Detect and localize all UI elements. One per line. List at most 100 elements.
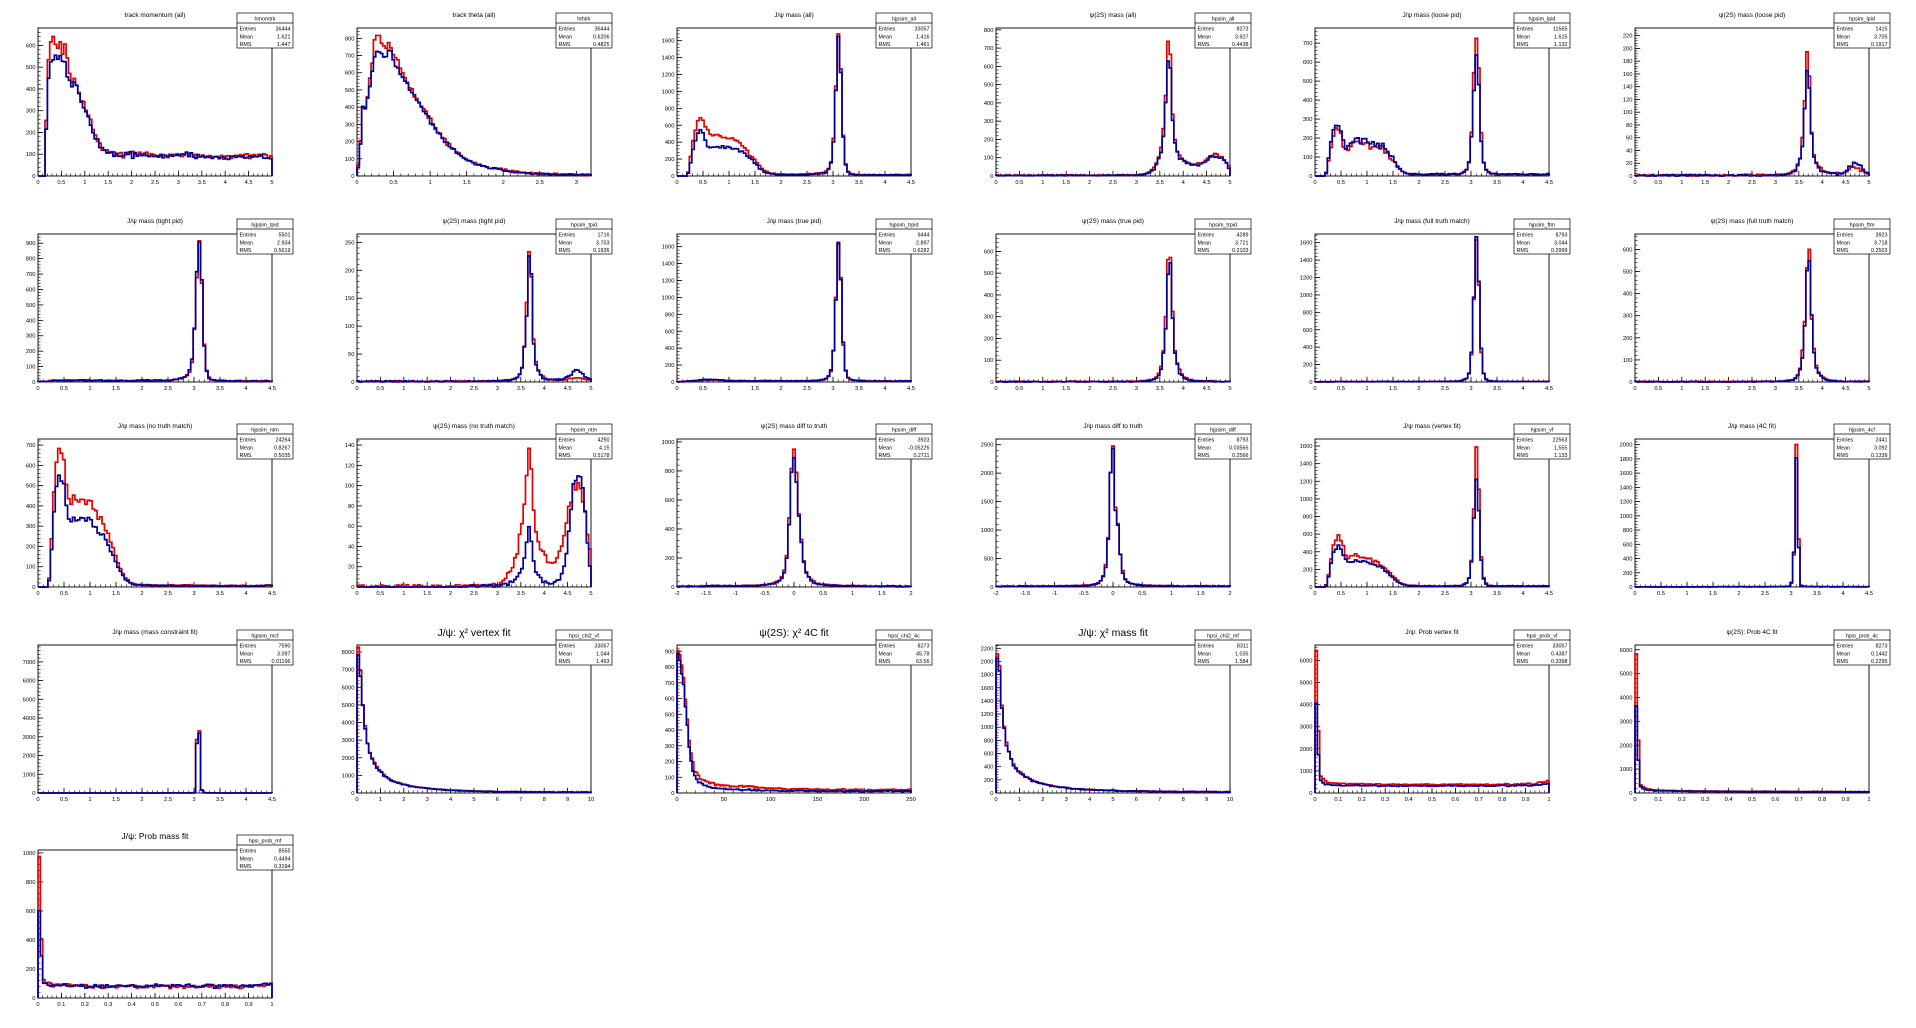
pad-hpsi_prob_vf: J/ψ: Prob vertex fit 0 1000 2000 3000 4000 500… [1277, 617, 1596, 823]
x-tick-label: 0.5 [699, 386, 707, 392]
pad-hjpsim_lpid: J/ψ mass (loose pid) 0 100 200 300 400 500 600 7… [1277, 0, 1596, 206]
x-tick-label: 3 [496, 386, 499, 392]
y-tick-label: 600 [1622, 542, 1632, 548]
y-tick-label: 150 [345, 296, 355, 302]
stats-hist-name: hpsim_trpid [1209, 222, 1237, 228]
y-tick-label: 6000 [1300, 658, 1313, 664]
x-tick-label: 7 [520, 797, 523, 803]
y-tick-label: 200 [26, 349, 36, 355]
histogram-svg-hpsim_all: ψ(2S) mass (all) 0 100 200 300 400 500 600 700 80… [984, 12, 1252, 186]
stats-label: RMS [239, 453, 251, 459]
x-tick-label: 4 [244, 797, 248, 803]
y-tick-label: 600 [1303, 60, 1313, 66]
x-tick-label: 2 [403, 797, 406, 803]
y-tick-label: 1600 [1300, 444, 1313, 450]
y-tick-label: 300 [1303, 117, 1313, 123]
y-tick-label: 600 [984, 249, 994, 255]
stats-box: hpsi_chi2_4c Entries 8273 Mean 45.78 RMS 63.56 [875, 629, 933, 666]
x-tick-label: 4.5 [564, 591, 572, 597]
stats-label: RMS [878, 659, 890, 665]
series-blue [37, 732, 273, 794]
x-tick-label: 1.5 [112, 797, 120, 803]
x-tick-label: 6 [496, 797, 499, 803]
x-tick-label: -2 [993, 591, 998, 597]
stats-hist-name: hpsim_all [1212, 16, 1235, 22]
x-tick-label: 4 [1522, 386, 1526, 392]
stats-value: 45.78 [916, 651, 929, 657]
stats-label: Mean [239, 34, 252, 40]
x-tick-label: 0.7 [1794, 797, 1802, 803]
y-tick-label: 220 [1622, 34, 1632, 40]
stats-value: 0.2999 [1551, 248, 1567, 254]
stats-hist-name: hjpsim_ftm [1529, 222, 1556, 228]
axes: 0 200 400 600 800 1000 1200 1400 1600 0 0.5 1 1.5 2 2.… [661, 235, 915, 392]
axes: 0 200 400 600 800 1000 1200 1400 1600 1800 2000 0 0.… [1619, 438, 1873, 597]
y-tick-label: 1600 [1619, 471, 1632, 477]
y-tick-label: 400 [26, 318, 36, 324]
stats-value: 4289 [1237, 232, 1249, 238]
x-tick-label: 3.5 [517, 386, 525, 392]
stats-box: hjpsim_ftm Entries 8793 Mean 3.044 RMS 0.2999 [1513, 218, 1571, 254]
pad-title: ψ(2S) mass diff to truth [760, 423, 827, 430]
pad-title: J/ψ mass (all) [774, 12, 814, 19]
y-tick-label: 0 [990, 174, 993, 180]
x-tick-label: -0.5 [759, 591, 769, 597]
stats-label: Entries [1836, 232, 1853, 238]
pad-title: J/ψ: Prob vertex fit [1406, 629, 1459, 636]
pad-hjpsim_diff: J/ψ mass diff to truth 0 500 1000 1500 2000 25… [958, 411, 1277, 617]
stats-hist-name: hpsim_ntm [571, 428, 598, 434]
y-tick-label: 800 [26, 256, 36, 262]
series-blue [995, 60, 1231, 177]
x-tick-label: 1 [1366, 591, 1369, 597]
y-tick-label: 400 [984, 101, 994, 107]
stats-box: hjpsim_ntm Entries 24264 Mean 0.8267 RMS 0.503… [236, 423, 294, 460]
stats-value: 0.8267 [274, 445, 290, 451]
stats-value: 1.555 [1554, 445, 1567, 451]
stats-hist-name: hjpsim_ntm [251, 428, 279, 434]
series-red [37, 239, 273, 383]
x-tick-label: 9 [1205, 797, 1208, 803]
axes: 0 100 200 300 400 500 600 700 800 0 0.5 1 1.5 2 2.5 3 3.… [984, 28, 1232, 186]
axes: 0 1000 2000 3000 4000 5000 6000 7000 0 0.5 1 1.5 2 2.… [23, 646, 276, 803]
stats-hist-name: hmomtrk [255, 16, 276, 22]
x-tick-label: 0.5 [390, 180, 398, 186]
stats-value: 1.621 [277, 34, 290, 40]
y-tick-label: 1200 [1300, 479, 1313, 485]
stats-value: 0.6282 [913, 248, 929, 254]
stats-label: Mean [1836, 651, 1849, 657]
y-tick-label: 100 [345, 324, 355, 330]
series-blue [676, 35, 912, 177]
y-tick-label: 1400 [661, 261, 674, 267]
x-tick-label: 0.7 [1475, 797, 1483, 803]
stats-value: 3.097 [277, 651, 290, 657]
y-tick-label: 100 [345, 484, 355, 490]
y-tick-label: 600 [1303, 532, 1313, 538]
stats-value: 1.584 [1235, 659, 1248, 665]
y-tick-label: 1400 [661, 56, 674, 62]
y-tick-label: 80 [348, 504, 354, 510]
stats-value: 0.1936 [593, 248, 609, 254]
y-tick-label: 4000 [1619, 695, 1632, 701]
y-tick-label: 200 [665, 363, 675, 369]
stats-value: 8273 [1875, 643, 1887, 649]
series-blue [1633, 457, 1870, 589]
pad-hpsi_chi2_vf: J/ψ: χ² vertex fit 0 1000 2000 3000 4000 5000 6… [319, 617, 638, 823]
y-tick-label: 100 [984, 358, 994, 364]
stats-box: hjpsim_lpid Entries 11565 Mean 1.615 RMS 1.132 [1513, 12, 1571, 49]
y-tick-label: 40 [348, 545, 354, 551]
y-tick-label: 900 [665, 649, 675, 655]
pad-title: J/ψ: χ² vertex fit [438, 628, 511, 639]
stats-value: 1.493 [596, 659, 609, 665]
y-tick-label: 8000 [342, 650, 355, 656]
x-tick-label: 2.5 [164, 797, 172, 803]
y-tick-label: 100 [1622, 110, 1632, 116]
x-tick-label: 0.5 [1748, 797, 1756, 803]
histogram-svg-hpsim_tpid: ψ(2S) mass (tight pid) 0 50 100 150 200 250 0 0.… [345, 218, 613, 392]
axes: 0 50 100 150 200 250 0 0.5 1 1.5 2 2.5 3 3.5 4 4.5 5 [345, 236, 593, 392]
stats-label: RMS [878, 42, 890, 48]
x-tick-label: 1.5 [463, 180, 471, 186]
stats-label: Mean [1836, 34, 1849, 40]
x-tick-label: 0.5 [1428, 797, 1436, 803]
stats-label: Entries [1517, 26, 1534, 32]
stats-box: hpsi_prob_4c Entries 8273 Mean 0.1442 RMS 0.22… [1833, 629, 1890, 666]
